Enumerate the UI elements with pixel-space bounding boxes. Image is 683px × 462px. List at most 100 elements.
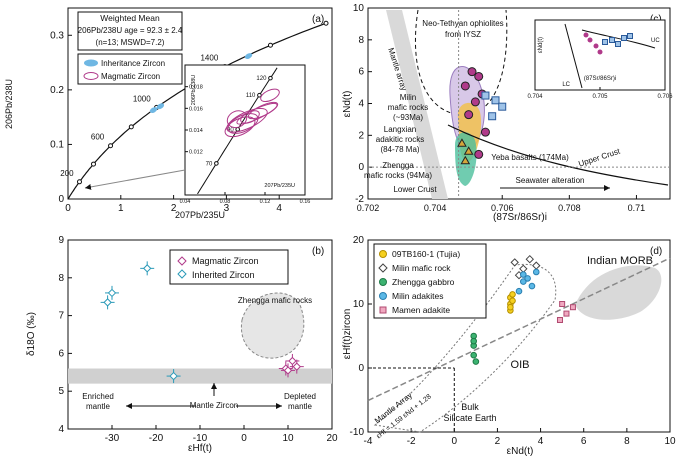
upper-crust-label: Upper Crust [577, 146, 622, 168]
weighted-mean-age: 206Pb/238U age = 92.3 ± 2.4 [78, 26, 183, 35]
data-point [464, 110, 474, 120]
legend-swatch-magmatic [83, 72, 99, 80]
morb-field [575, 265, 662, 320]
y-tick-label: -2 [355, 194, 364, 205]
y-tick-label: 2 [358, 130, 364, 141]
y-tick-label: -10 [350, 427, 365, 438]
x-tick-label: 0.704 [424, 203, 447, 213]
x-tick-label: -20 [149, 433, 164, 444]
inset-point [627, 33, 633, 39]
inheritance-zircon-ellipse [149, 107, 158, 113]
data-point [563, 310, 570, 317]
data-point [525, 254, 534, 264]
zhengga-field [240, 292, 305, 359]
x-tick-label: 0.71 [628, 203, 646, 213]
concordia-node [323, 20, 329, 26]
x-axis-title: 207Pb/235U [175, 210, 225, 220]
x-tick-label: 1 [118, 203, 124, 214]
enriched-label-2: mantle [86, 402, 111, 411]
depleted-label: Depleted [284, 392, 316, 401]
y-tick-label: 0.1 [50, 139, 64, 150]
inset-lc-line [564, 23, 583, 89]
ophiolite-field [415, 9, 508, 116]
yeba-label: Yeba basalts (174Ma) [491, 153, 569, 162]
legend-box [373, 243, 487, 319]
zhengga-label: Zhengga [382, 161, 414, 170]
legend-swatch-inherited [177, 269, 187, 279]
oib-label: OIB [511, 359, 530, 371]
x-tick-label: 0.702 [357, 203, 380, 213]
x-tick-label: 0.706 [491, 203, 514, 213]
data-point [520, 271, 527, 278]
inset-x-title: (87Sr/86Sr)i [584, 76, 616, 82]
inset-concordia-node [268, 75, 273, 81]
x-tick-label: 20 [326, 433, 338, 444]
x-tick-label: 4 [538, 436, 544, 447]
inset-age-label: 120 [256, 76, 267, 82]
inset-lc-label: LC [562, 82, 570, 88]
zhengga-label: Zhengga mafic rocks [238, 296, 312, 305]
x-tick-label: 3 [224, 203, 230, 214]
legend-label: Milin adakites [392, 291, 444, 301]
x-tick-label: 2 [495, 436, 501, 447]
data-point [103, 298, 112, 307]
data-point [507, 303, 514, 311]
x-tick-label: 0 [452, 436, 458, 447]
seawater-label: Seawater alteration [516, 176, 585, 185]
y-tick-label: 0.2 [50, 85, 64, 96]
inset-x-tick-label: 0.08 [220, 199, 231, 205]
weighted-mean-stats: (n=13; MSWD=7.2) [96, 38, 165, 47]
data-point [569, 304, 576, 311]
data-point [470, 97, 480, 107]
data-point [532, 261, 541, 270]
data-point [532, 268, 540, 276]
x-tick-label: 10 [664, 436, 676, 447]
data-point [288, 356, 297, 366]
inset-x-tick-label: 0.704 [527, 94, 543, 100]
inset-age-label: 110 [246, 93, 256, 99]
data-point [528, 282, 536, 290]
legend-swatch-magmatic [177, 256, 187, 266]
y-tick-label: 10 [353, 299, 365, 310]
panel-a: 0 1 2 3 4 0 0.1 0.2 0.3 (a) 206Pb/238U 207Pb/235U 20… [4, 7, 333, 220]
inset-concordia-node [214, 161, 219, 166]
data-point [474, 149, 484, 159]
legend-swatch [378, 263, 388, 273]
mantle-zircon-band [68, 368, 332, 384]
y-tick-label: 8 [358, 35, 364, 46]
data-point [283, 366, 293, 375]
legend-label: Magmatic Zircon [192, 256, 259, 266]
y-tick-label: 5 [58, 386, 64, 397]
magmatic-zircon-ellipse [260, 88, 280, 103]
data-point [142, 264, 152, 273]
x-tick-label: 8 [624, 436, 630, 447]
y-tick-label: 8 [58, 273, 64, 284]
data-point [457, 138, 467, 147]
panel-c: 0.7020.7040.7060.7080.71-20246810(c)εNd(… [342, 3, 673, 223]
legend-swatch [379, 306, 387, 314]
inset-point [587, 37, 593, 43]
legend-swatch [379, 278, 387, 286]
inset-x-tick-label: 0.12 [260, 199, 271, 205]
y-tick-label: 0 [358, 162, 364, 173]
mantle-zircon-label: Mantle Zircon [190, 401, 238, 410]
y-tick-label: 6 [58, 348, 64, 359]
inset-y-tick-label: 0.012 [189, 150, 203, 156]
inset-point [583, 32, 589, 38]
inset-age-label: 70 [206, 161, 213, 167]
data-point [463, 146, 474, 155]
data-point [524, 275, 531, 282]
data-point [470, 351, 478, 359]
concordia-node [267, 42, 273, 48]
magmatic-zircon-ellipse [226, 107, 268, 133]
x-tick-label: 0 [241, 433, 247, 444]
legend-label: Milin mafic rock [392, 263, 451, 273]
bse-label: Bulk [461, 402, 479, 412]
enriched-label: Enriched [82, 392, 114, 401]
data-point [488, 112, 497, 121]
data-point [509, 297, 516, 305]
data-point [556, 317, 563, 323]
langxian-label: Langxian [384, 125, 416, 134]
x-tick-label: 10 [282, 433, 294, 444]
panel-b: -30 -20 -10 0 10 20 4 5 6 7 8 9 (b) δ18O (‰) εHf(t) Zhe… [26, 235, 338, 454]
